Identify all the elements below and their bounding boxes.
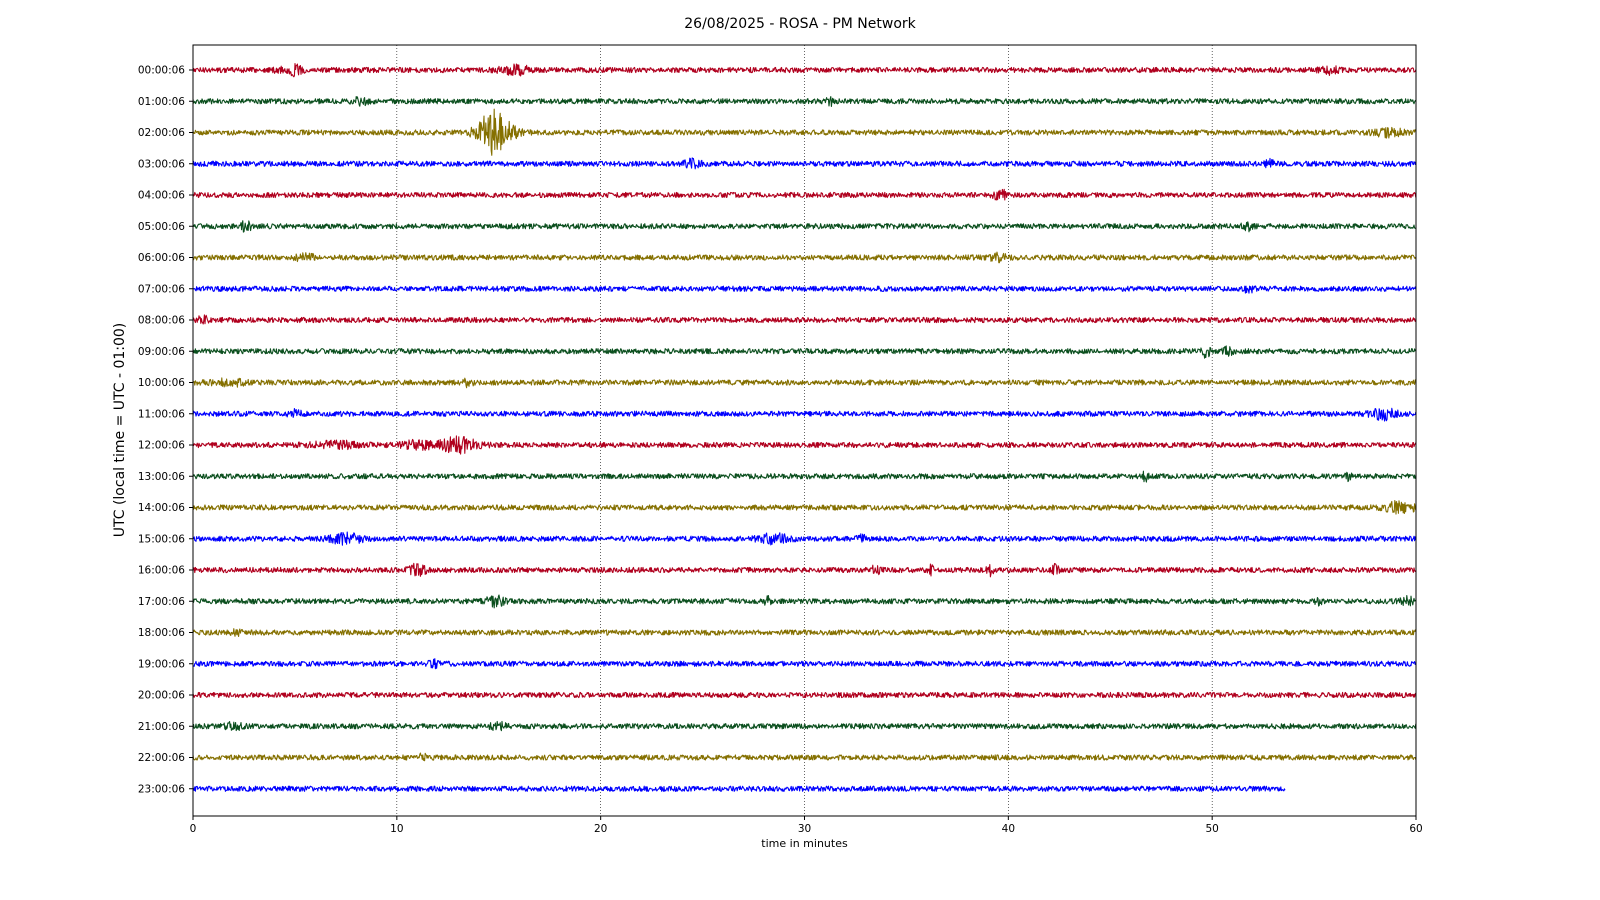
- y-tick-label: 09:00:06: [138, 346, 185, 358]
- y-tick-label: 14:00:06: [138, 502, 185, 514]
- y-tick-label: 02:00:06: [138, 127, 185, 139]
- plot-frame: [192, 44, 1417, 817]
- y-tick-label: 19:00:06: [138, 658, 185, 670]
- seismic-trace: [192, 562, 1417, 578]
- seismic-trace: [192, 251, 1417, 264]
- y-tick-label: 23:00:06: [138, 783, 185, 795]
- seismic-trace: [192, 720, 1417, 732]
- y-tick-label: 10:00:06: [138, 377, 185, 389]
- x-tick-label: 60: [1409, 823, 1422, 835]
- y-tick-label: 06:00:06: [138, 252, 185, 264]
- y-tick-label: 20:00:06: [138, 690, 185, 702]
- seismic-trace: [192, 658, 1417, 670]
- seismic-trace: [192, 188, 1417, 201]
- y-tick-label: 22:00:06: [138, 752, 185, 764]
- chart-title: 26/08/2025 - ROSA - PM Network: [684, 16, 916, 32]
- seismic-trace: [192, 108, 1417, 156]
- x-tick-label: 40: [1002, 823, 1015, 835]
- y-axis-label: UTC (local time = UTC - 01:00): [112, 323, 128, 538]
- seismic-trace: [192, 470, 1417, 483]
- y-tick-label: 16:00:06: [138, 565, 185, 577]
- traces: [192, 63, 1417, 792]
- y-tick-label: 15:00:06: [138, 533, 185, 545]
- x-tick-label: 20: [594, 823, 607, 835]
- x-ticks: 0 10 20 30 40 50 60: [190, 816, 1423, 835]
- seismic-trace: [192, 628, 1417, 638]
- seismic-trace: [192, 96, 1417, 108]
- y-tick-label: 13:00:06: [138, 471, 185, 483]
- y-tick-label: 04:00:06: [138, 190, 185, 202]
- y-tick-label: 00:00:06: [138, 65, 185, 77]
- y-tick-label: 12:00:06: [138, 440, 185, 452]
- x-tick-label: 50: [1205, 823, 1218, 835]
- seismic-trace: [192, 785, 1286, 792]
- y-tick-label: 08:00:06: [138, 315, 185, 327]
- y-tick-label: 03:00:06: [138, 158, 185, 170]
- seismic-trace: [192, 435, 1417, 455]
- seismic-trace: [192, 220, 1416, 233]
- seismic-trace: [192, 314, 1417, 325]
- y-tick-label: 01:00:06: [138, 96, 185, 108]
- y-tick-label: 05:00:06: [138, 221, 185, 233]
- y-tick-label: 18:00:06: [138, 627, 185, 639]
- y-tick-label: 21:00:06: [138, 721, 185, 733]
- seismic-trace: [192, 691, 1417, 699]
- seismic-trace: [192, 345, 1416, 359]
- seismic-trace: [192, 407, 1417, 422]
- y-ticks: 00:00:06 01:00:06 02:00:06 03:00:06 04:00:06…: [138, 65, 193, 795]
- y-tick-label: 11:00:06: [138, 408, 185, 420]
- seismic-trace: [192, 377, 1417, 389]
- y-tick-label: 07:00:06: [138, 283, 185, 295]
- x-axis-label: time in minutes: [761, 837, 848, 850]
- seismic-trace: [192, 594, 1417, 609]
- seismic-trace: [192, 752, 1417, 762]
- seismic-trace: [192, 157, 1417, 170]
- grid-lines: [396, 45, 1213, 816]
- y-tick-label: 17:00:06: [138, 596, 185, 608]
- seismic-trace: [192, 531, 1417, 546]
- x-tick-label: 30: [798, 823, 811, 835]
- x-tick-label: 10: [390, 823, 403, 835]
- x-tick-label: 0: [190, 823, 197, 835]
- seismic-trace: [192, 63, 1417, 78]
- seismic-trace: [192, 285, 1417, 294]
- seismic-trace: [192, 500, 1417, 515]
